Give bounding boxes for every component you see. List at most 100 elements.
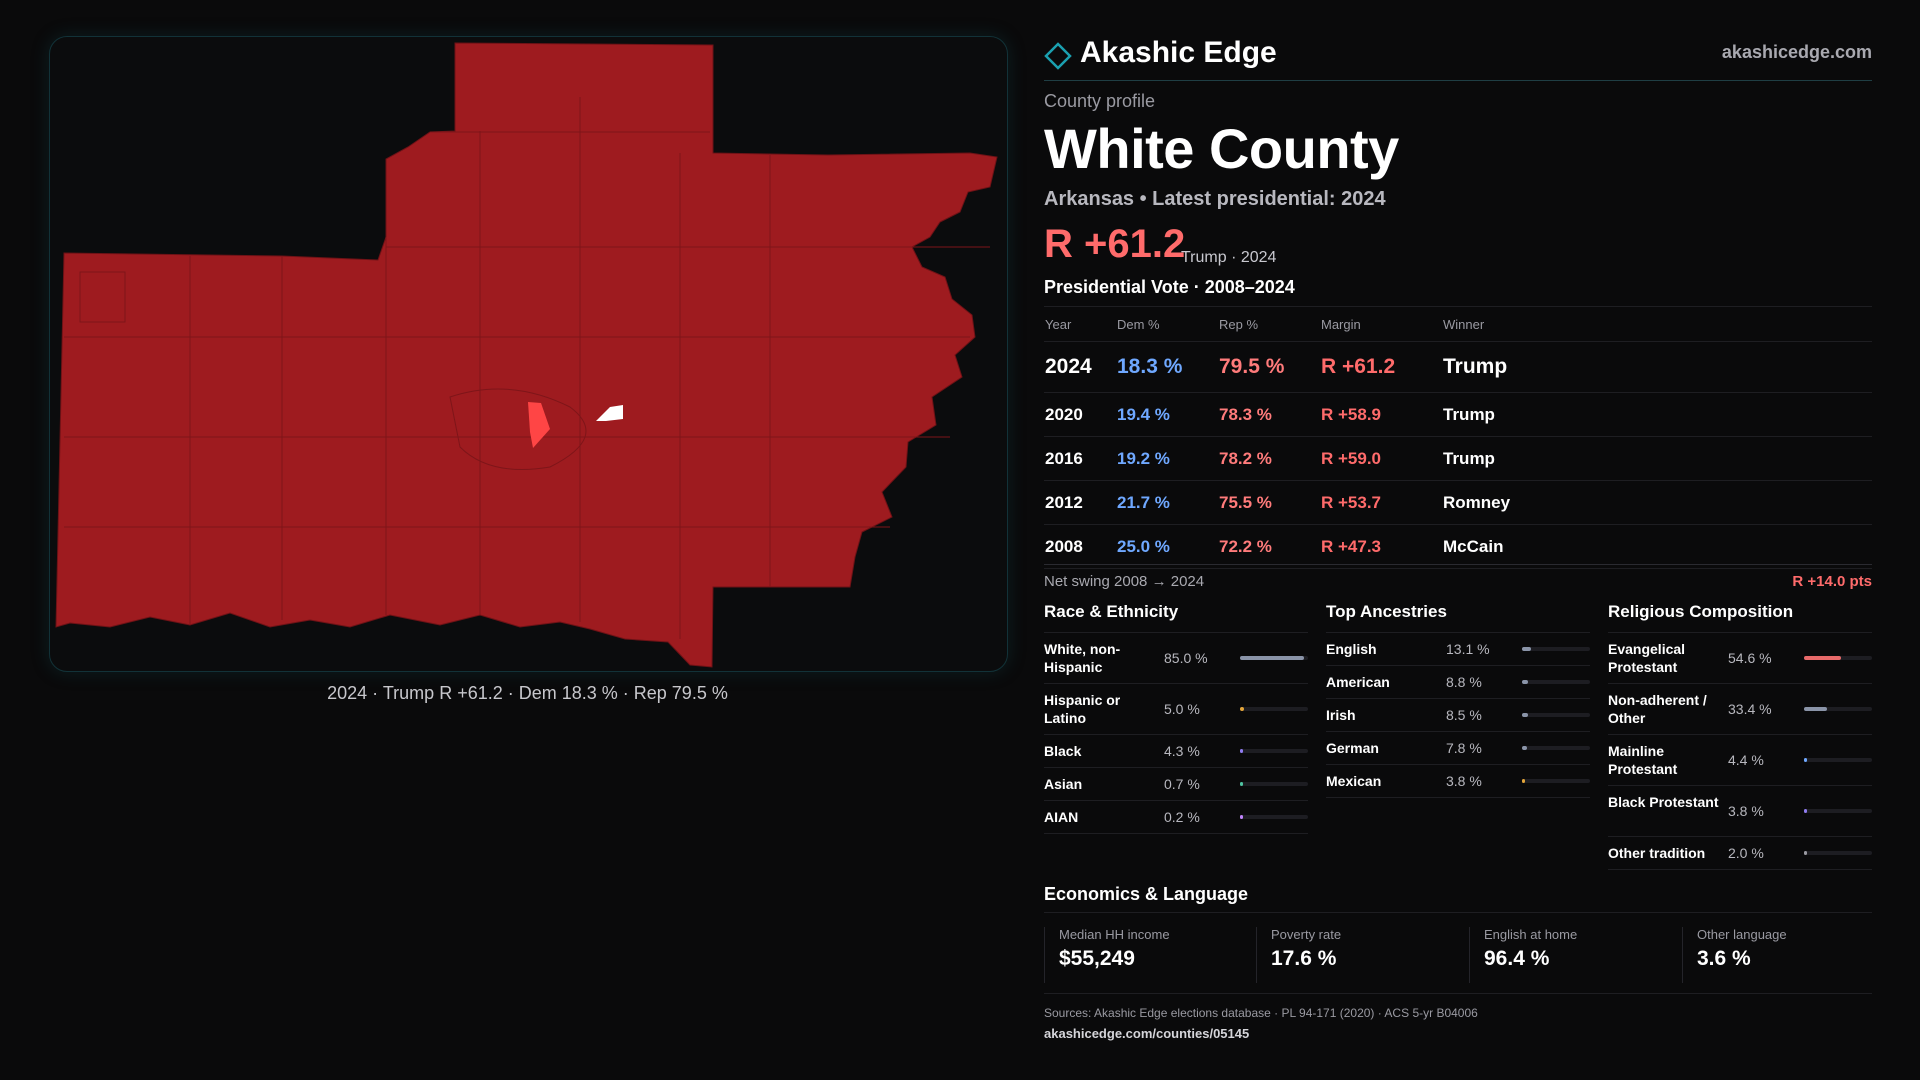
stat-value: 17.6 %: [1271, 947, 1337, 970]
item-label: Non-adherent / Other: [1608, 692, 1707, 726]
highlight-precinct[interactable]: [528, 402, 550, 448]
race-ethnicity-list: White, non-Hispanic 85.0 % Hispanic or Lat…: [1044, 633, 1308, 834]
ancestries-title: Top Ancestries: [1326, 602, 1590, 633]
table-row[interactable]: 2020 19.4 % 78.3 % R +58.9 Trump: [1044, 392, 1872, 437]
list-item: Non-adherent / Other 33.4 %: [1608, 684, 1872, 735]
stat-card-other-language: Other language 3.6 %: [1682, 927, 1879, 983]
list-item: AIAN 0.2 %: [1044, 801, 1308, 834]
cell-margin: R +58.9: [1320, 392, 1442, 437]
cell-year: 2016: [1044, 436, 1116, 481]
list-item: White, non-Hispanic 85.0 %: [1044, 633, 1308, 684]
item-bar-track: [1240, 782, 1308, 786]
map-caption: 2024 · Trump R +61.2 · Dem 18.3 % · Rep …: [327, 683, 728, 703]
list-item: Black Protestant 3.8 %: [1608, 786, 1872, 837]
item-bar-fill: [1240, 782, 1243, 786]
cell-dem: 19.4 %: [1116, 392, 1218, 437]
county-profile-panel: Akashic Edge akashicedge.com County prof…: [1044, 36, 1872, 1041]
col-margin: Margin: [1320, 306, 1442, 342]
stat-value: $55,249: [1059, 947, 1135, 970]
table-row[interactable]: 2016 19.2 % 78.2 % R +59.0 Trump: [1044, 436, 1872, 481]
item-bar-track: [1804, 707, 1872, 711]
item-bar-track: [1522, 680, 1590, 684]
diamond-logo-icon: [1044, 42, 1072, 70]
list-item: German 7.8 %: [1326, 732, 1590, 765]
stat-card-income: Median HH income $55,249: [1044, 927, 1241, 983]
table-row[interactable]: 2012 21.7 % 75.5 % R +53.7 Romney: [1044, 480, 1872, 525]
county-subtitle: Arkansas • Latest presidential: 2024: [1044, 188, 1386, 210]
item-bar-track: [1240, 656, 1308, 660]
cell-winner: Trump: [1442, 436, 1872, 481]
item-label: American: [1326, 674, 1390, 690]
brand-header: Akashic Edge akashicedge.com: [1044, 36, 1872, 81]
cell-rep: 78.2 %: [1218, 436, 1320, 481]
item-label: Evangelical Protestant: [1608, 641, 1686, 675]
county-map[interactable]: [50, 37, 1007, 671]
item-bar-fill: [1522, 746, 1527, 750]
item-label: Mexican: [1326, 773, 1382, 789]
list-item: Mainline Protestant 4.4 %: [1608, 735, 1872, 786]
item-bar-fill: [1804, 758, 1807, 762]
headline-margin: R +61.2: [1044, 222, 1186, 266]
item-bar-track: [1522, 647, 1590, 651]
cell-year: 2008: [1044, 524, 1116, 569]
item-percent: 2.0 %: [1728, 845, 1764, 861]
cell-winner: McCain: [1442, 524, 1872, 569]
table-row[interactable]: 2008 25.0 % 72.2 % R +47.3 McCain: [1044, 524, 1872, 569]
vote-table: Year Dem % Rep % Margin Winner 2024 18.3…: [1044, 306, 1872, 569]
cell-rep: 78.3 %: [1218, 392, 1320, 437]
stat-value: 96.4 %: [1484, 947, 1550, 970]
highlight-precinct-white[interactable]: [596, 405, 623, 421]
item-bar-track: [1804, 656, 1872, 660]
stat-label: Poverty rate: [1271, 927, 1342, 942]
item-bar-fill: [1804, 707, 1827, 711]
cell-year: 2024: [1044, 341, 1116, 393]
religion-section: Religious Composition Evangelical Protes…: [1608, 602, 1872, 870]
item-label: Mainline Protestant: [1608, 743, 1678, 777]
cell-margin: R +59.0: [1320, 436, 1442, 481]
cell-margin: R +53.7: [1320, 480, 1442, 525]
economics-cards: Median HH income $55,249 Poverty rate 17…: [1044, 912, 1872, 994]
table-row[interactable]: 2024 18.3 % 79.5 % R +61.2 Trump: [1044, 341, 1872, 393]
cell-year: 2020: [1044, 392, 1116, 437]
cell-winner: Trump: [1442, 341, 1872, 393]
net-swing-label: Net swing 2008 → 2024: [1044, 573, 1205, 590]
vote-section-title: Presidential Vote · 2008–2024: [1044, 277, 1295, 297]
item-percent: 8.5 %: [1446, 707, 1482, 723]
ancestries-section: Top Ancestries English 13.1 % American 8.8 …: [1326, 602, 1590, 798]
list-item: Hispanic or Latino 5.0 %: [1044, 684, 1308, 735]
item-bar-track: [1240, 815, 1308, 819]
col-year: Year: [1044, 306, 1116, 342]
county-map-panel[interactable]: [49, 36, 1008, 672]
economics-title: Economics & Language: [1044, 884, 1249, 904]
col-dem: Dem %: [1116, 306, 1218, 342]
item-label: Asian: [1044, 776, 1083, 792]
ancestries-list: English 13.1 % American 8.8 % Irish 8.5 % Germ…: [1326, 633, 1590, 798]
source-url-link[interactable]: akashicedge.com/counties/05145: [1044, 1026, 1250, 1041]
item-label: English: [1326, 641, 1377, 657]
stat-card-poverty: Poverty rate 17.6 %: [1256, 927, 1453, 983]
item-bar-track: [1522, 779, 1590, 783]
list-item: Mexican 3.8 %: [1326, 765, 1590, 798]
county-shape[interactable]: [55, 42, 998, 668]
stat-label: English at home: [1484, 927, 1578, 942]
item-bar-fill: [1240, 656, 1304, 660]
item-percent: 7.8 %: [1446, 740, 1482, 756]
list-item: American 8.8 %: [1326, 666, 1590, 699]
cell-rep: 72.2 %: [1218, 524, 1320, 569]
sources-note: Sources: Akashic Edge elections database…: [1044, 1006, 1478, 1020]
township-lines: [64, 97, 990, 639]
item-percent: 3.8 %: [1728, 803, 1764, 819]
cell-winner: Trump: [1442, 392, 1872, 437]
item-bar-track: [1522, 746, 1590, 750]
race-ethnicity-title: Race & Ethnicity: [1044, 602, 1308, 633]
cell-margin: R +61.2: [1320, 341, 1442, 393]
item-percent: 85.0 %: [1164, 650, 1208, 666]
item-bar-fill: [1522, 713, 1528, 717]
item-bar-fill: [1804, 851, 1807, 855]
brand-url-link[interactable]: akashicedge.com: [1721, 42, 1872, 62]
headline-margin-note: Trump · 2024: [1181, 249, 1277, 266]
item-bar-fill: [1240, 707, 1244, 711]
list-item: Evangelical Protestant 54.6 %: [1608, 633, 1872, 684]
net-swing-row: Net swing 2008 → 2024 R +14.0 pts: [1044, 564, 1872, 595]
item-percent: 8.8 %: [1446, 674, 1482, 690]
